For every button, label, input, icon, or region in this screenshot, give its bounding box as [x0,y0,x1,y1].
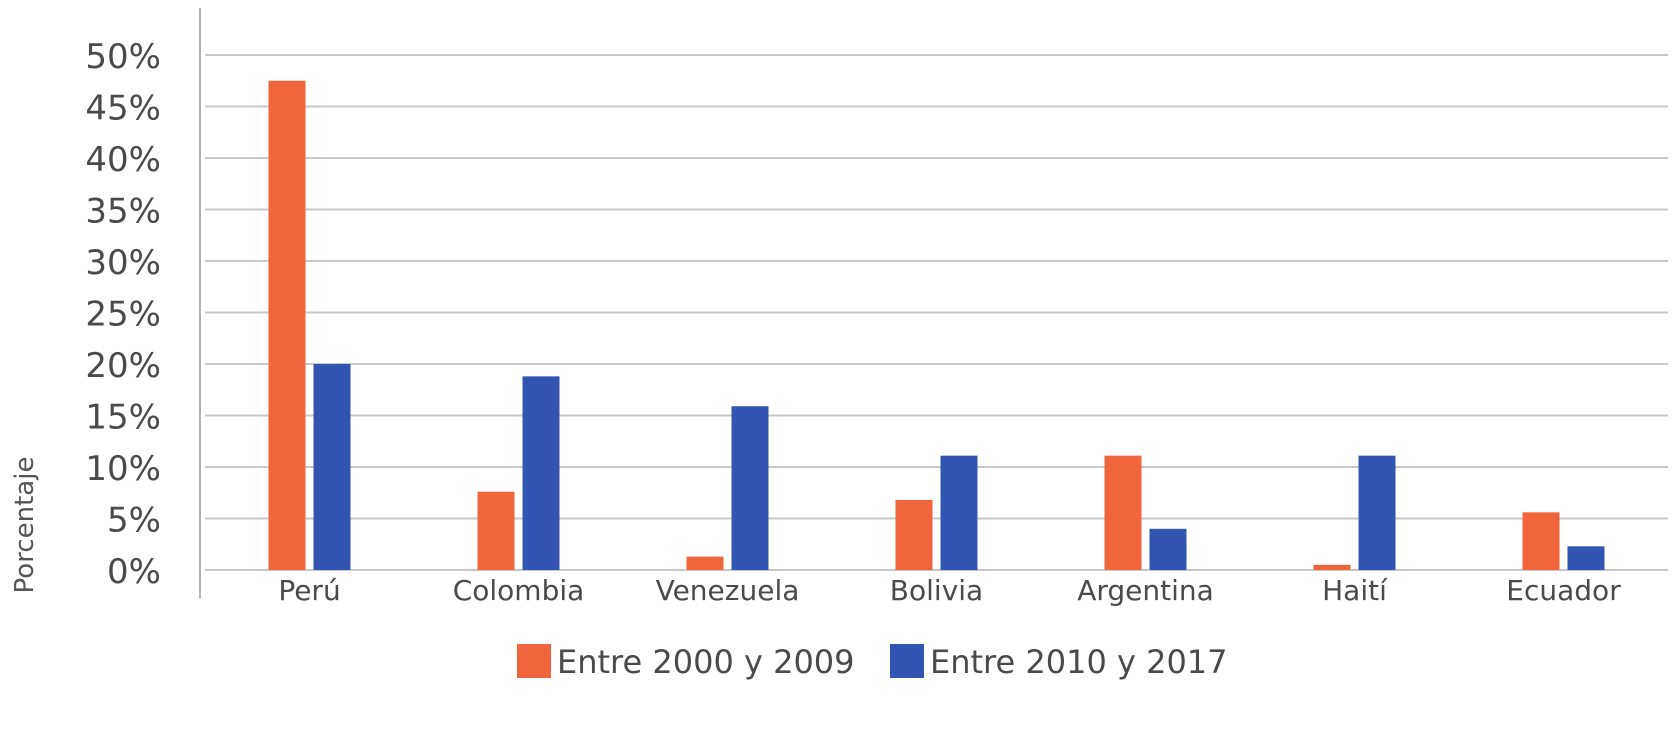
bar-series2-4 [1149,528,1187,570]
y-tick-label: 35% [85,192,161,232]
legend-label: Entre 2010 y 2017 [930,643,1228,681]
bar-series1-4 [1104,455,1142,570]
x-axis-ticks: Perú Colombia Venezuela Bolivia Argentina Hai… [278,574,1621,607]
bar-series1-6 [1522,512,1560,570]
x-tick-label: Perú [278,574,340,607]
y-tick-label: 15% [85,398,161,438]
gridlines [205,54,1668,571]
x-tick-label: Venezuela [656,574,800,607]
y-axis-ticks: 0% 5% 10% 15% 20% 25% 30% 35% 40% 45% 50% [85,37,161,592]
bar-series2-1 [522,376,560,570]
y-tick-label: 5% [107,501,161,541]
y-axis-label: Porcentaje [10,457,40,594]
x-tick-label: Colombia [453,574,585,607]
bar-series2-5 [1358,455,1396,570]
bar-series2-2 [731,406,769,570]
legend-label: Entre 2000 y 2009 [557,643,855,681]
x-tick-label: Haití [1322,574,1388,607]
bar-series2-6 [1567,546,1605,570]
bar-series1-2 [686,556,724,570]
y-tick-label: 20% [85,346,161,386]
legend-swatch [890,644,924,678]
bar-series1-0 [268,80,306,570]
bar-series2-0 [313,364,351,570]
y-tick-label: 0% [107,552,161,592]
bar-series1-3 [895,499,933,570]
y-tick-label: 40% [85,140,161,180]
bars [268,80,1605,570]
bar-series1-5 [1313,564,1351,570]
legend-swatch [517,644,551,678]
y-tick-label: 10% [85,449,161,489]
x-tick-label: Bolivia [890,574,983,607]
y-tick-label: 30% [85,243,161,283]
legend: Entre 2000 y 2009 Entre 2010 y 2017 [517,643,1228,681]
y-tick-label: 45% [85,89,161,129]
y-tick-label: 50% [85,37,161,77]
y-tick-label: 25% [85,295,161,335]
bar-series2-3 [940,455,978,570]
x-tick-label: Argentina [1077,574,1214,607]
bar-series1-1 [477,491,515,570]
x-tick-label: Ecuador [1506,574,1621,607]
